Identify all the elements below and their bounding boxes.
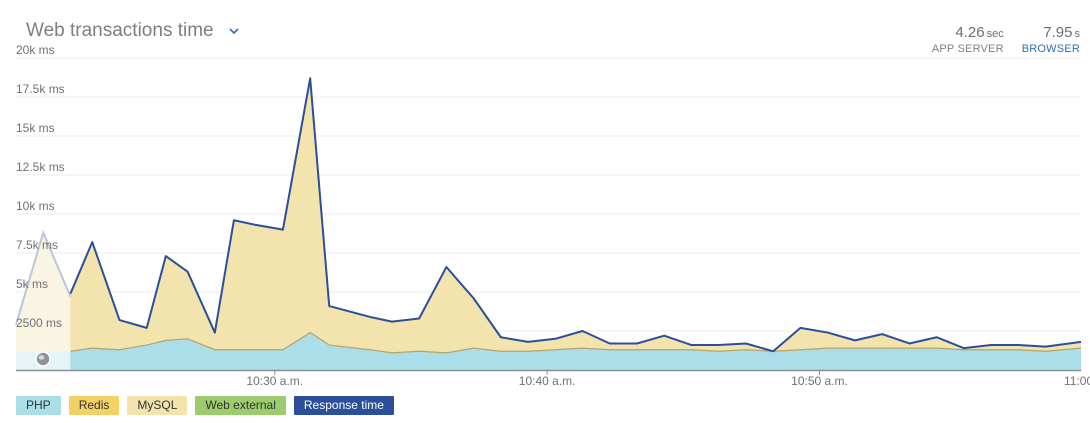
legend-redis[interactable]: Redis — [68, 396, 120, 415]
chevron-down-icon — [229, 28, 239, 35]
y-tick-label: 15k ms — [16, 121, 55, 135]
x-tick-label: 11:00 a.m. — [1064, 374, 1090, 388]
legend-php[interactable]: PHP — [16, 396, 61, 415]
partial-response-line — [15, 229, 72, 326]
legend-mysql[interactable]: MySQL — [127, 396, 188, 415]
summary-metrics: 4.26 sec APP SERVER 7.95 s BROWSER — [932, 24, 1080, 55]
browser-value: 7.95 — [1043, 24, 1073, 41]
mysql-area — [70, 78, 1081, 370]
chart-svg[interactable]: 2500 ms 5k ms 7.5k ms 10k ms 12.5k ms 15k ms 1… — [0, 0, 1090, 392]
x-axis: 10:30 a.m. 10:40 a.m. 10:50 a.m. 11:00 a.m. — [16, 369, 1090, 388]
app-server-unit: sec — [986, 28, 1004, 40]
x-tick-label: 10:40 a.m. — [519, 374, 576, 388]
y-tick-label: 20k ms — [16, 43, 55, 57]
response-time-line — [69, 77, 1082, 353]
php-boundary-line — [70, 331, 1082, 354]
chart-title: Web transactions time — [26, 20, 214, 41]
legend: PHP Redis MySQL Web external Response ti… — [16, 396, 394, 415]
legend-response-time[interactable]: Response time — [293, 396, 394, 415]
browser-unit: s — [1074, 28, 1081, 40]
browser-link[interactable]: BROWSER — [1021, 43, 1080, 55]
y-tick-label: 2500 ms — [16, 316, 62, 330]
series-areas — [16, 78, 1081, 370]
browser-metric[interactable]: 7.95 s BROWSER — [1022, 24, 1080, 55]
y-tick-label: 12.5k ms — [16, 160, 65, 174]
y-tick-label: 10k ms — [16, 199, 55, 213]
app-server-value: 4.26 — [955, 24, 985, 41]
x-tick-label: 10:30 a.m. — [246, 374, 303, 388]
y-tick-label: 7.5k ms — [16, 238, 58, 252]
app-server-label: APP SERVER — [931, 43, 1004, 55]
legend-web-external[interactable]: Web external — [195, 396, 286, 415]
php-area — [70, 332, 1081, 370]
y-axis-labels: 2500 ms 5k ms 7.5k ms 10k ms 12.5k ms 15k ms 1… — [16, 43, 65, 330]
app-server-metric: 4.26 sec APP SERVER — [932, 24, 1004, 55]
cursor-marker — [35, 351, 51, 367]
y-tick-label: 17.5k ms — [16, 82, 65, 96]
chart-title-dropdown[interactable]: Web transactions time — [26, 20, 240, 42]
series-lines — [15, 77, 1082, 354]
y-tick-label: 5k ms — [16, 277, 48, 291]
x-tick-label: 10:50 a.m. — [791, 374, 848, 388]
cursor-handle-highlight — [38, 355, 45, 360]
